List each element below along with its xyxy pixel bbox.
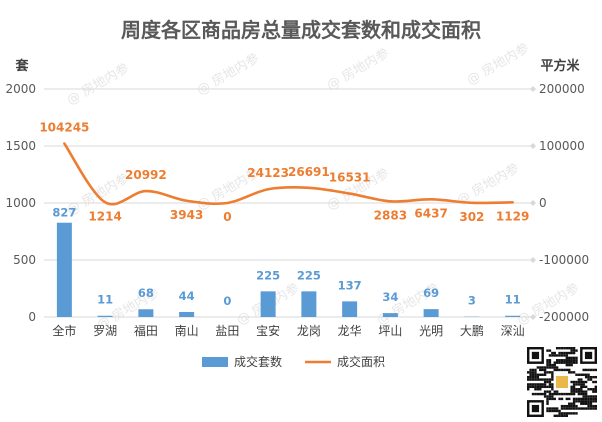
area-data-label: 6437 [414,206,447,220]
area-data-label: 3943 [170,208,203,222]
bar [56,222,72,317]
bar [138,309,154,317]
left-tick-label: 1500 [5,139,36,153]
area-data-label: 0 [223,210,231,224]
bar-data-label: 0 [223,294,231,308]
watermark-text: @ 房地内参 [324,45,392,93]
bar [179,311,195,317]
right-tick-label: 0 [539,196,547,210]
bar-data-label: 44 [179,289,195,303]
bar [301,291,317,317]
bar [97,315,113,317]
watermark-text: @ 房地内参 [464,40,532,88]
bar [342,301,358,317]
bar-data-label: 3 [468,294,476,308]
area-data-label: 24123 [247,166,289,180]
right-tick-mark [530,143,536,149]
chart-title: 周度各区商品房总量成交套数和成交面积 [121,18,481,42]
category-label: 盐田 [215,324,239,338]
right-tick-label: 200000 [539,82,585,96]
watermark-text: @ 房地内参 [64,60,132,108]
area-data-label: 1129 [496,209,529,223]
legend-line-label: 成交面积 [337,354,385,369]
right-tick-mark [530,257,536,263]
left-axis-unit: 套 [14,58,29,74]
category-label: 深汕 [501,324,525,338]
left-tick-label: 2000 [5,82,36,96]
area-data-label: 1214 [88,209,121,223]
category-label: 罗湖 [93,323,117,338]
legend-bar-swatch [202,357,228,367]
legend-bar-label: 成交套数 [234,354,282,369]
right-axis-unit: 平方米 [540,58,580,74]
category-label: 龙华 [338,324,362,338]
area-line-series [63,142,514,206]
left-tick-label: 500 [13,253,36,267]
right-tick-mark [530,314,536,320]
category-label: 坪山 [378,324,402,338]
bar-data-label: 34 [382,290,398,304]
bar-data-label: 225 [297,268,321,282]
right-tick-mark [530,200,536,206]
area-data-label: 302 [459,210,484,224]
right-tick-label: 100000 [539,139,585,153]
bar [505,315,521,317]
bar-data-label: 11 [505,293,521,307]
bar-data-label: 225 [256,268,280,282]
bar [382,313,398,317]
category-label: 大鹏 [460,324,484,338]
bar-data-label: 827 [52,206,76,220]
category-label: 宝安 [256,323,280,338]
bar-data-label: 137 [338,278,362,292]
category-label: 南山 [175,323,199,338]
bar-data-label: 68 [138,286,154,300]
qr-code-image [527,347,597,417]
area-data-label: 26691 [288,165,330,179]
category-label: 光明 [419,324,443,338]
area-data-label: 20992 [125,168,167,182]
watermark-text: @ 房地内参 [194,50,262,98]
bar [260,291,276,317]
right-tick-label: -100000 [539,253,589,267]
right-tick-label: -200000 [539,310,589,324]
right-tick-mark [530,86,536,92]
category-label: 福田 [134,323,158,338]
left-tick-label: 0 [28,310,36,324]
area-data-label: 2883 [374,208,407,222]
bar [423,309,439,317]
left-tick-label: 1000 [5,196,36,210]
bar-data-label: 11 [97,293,113,307]
area-data-label: 16531 [329,171,371,185]
area-data-label: 104245 [39,121,89,135]
bar-data-label: 69 [423,286,439,300]
category-label: 全市 [52,323,76,338]
category-label: 龙岗 [297,324,321,338]
